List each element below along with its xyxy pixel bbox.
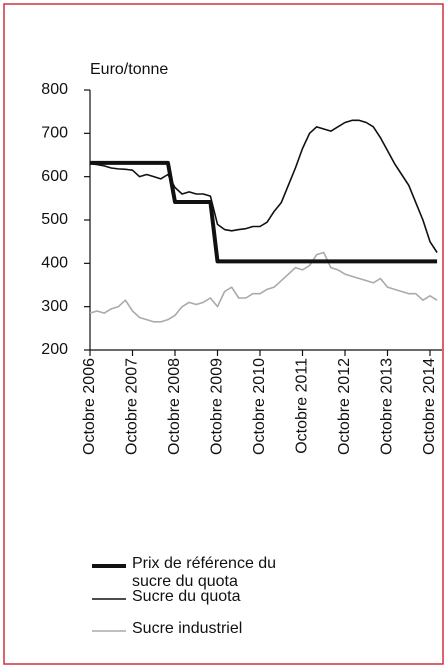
legend-label: Sucre industriel [132, 620, 243, 637]
y-tick-label: 300 [41, 298, 68, 315]
x-tick-label: Octobre 2009 [209, 358, 226, 455]
series-line [89, 119, 438, 253]
y-tick-label: 400 [41, 255, 68, 272]
x-tick-label: Octobre 2013 [379, 358, 396, 455]
y-tick-label: 600 [41, 168, 68, 185]
series-line [89, 251, 438, 323]
x-tick-label: Octobre 2007 [124, 358, 141, 455]
y-tick-label: 800 [41, 81, 68, 98]
series-line [90, 160, 438, 264]
x-tick-label: Octobre 2008 [166, 358, 183, 455]
y-tick-label: 500 [41, 211, 68, 228]
legend-label: Prix de référence du sucre du quota [132, 555, 277, 590]
x-tick-label: Octobre 2010 [251, 358, 268, 455]
x-tick-label: Octobre 2011 [294, 358, 311, 454]
frame [3, 3, 444, 665]
y-tick-label: 200 [41, 341, 68, 358]
y-tick-label: 700 [41, 125, 68, 142]
x-tick-label: Octobre 2012 [336, 358, 353, 455]
x-tick-label: Octobre 2014 [421, 358, 438, 455]
legend-label: Sucre du quota [132, 588, 241, 605]
x-tick-label: Octobre 2006 [81, 358, 98, 455]
y-axis-label: Euro/tonne [90, 61, 168, 78]
